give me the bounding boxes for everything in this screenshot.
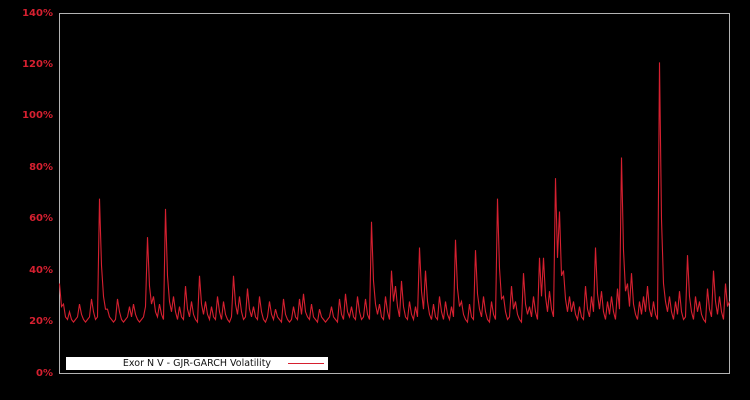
y-tick-label: 140% — [22, 7, 53, 19]
plot-area — [59, 13, 730, 374]
y-tick-label: 60% — [29, 213, 53, 225]
legend: Exor N V - GJR-GARCH Volatility — [66, 357, 328, 370]
y-tick-label: 0% — [36, 367, 53, 379]
y-tick-label: 40% — [29, 264, 53, 276]
y-tick-label: 80% — [29, 161, 53, 173]
y-tick-label: 100% — [22, 110, 53, 122]
y-tick-label: 20% — [29, 316, 53, 328]
legend-label: Exor N V - GJR-GARCH Volatility — [122, 358, 272, 369]
legend-line-sample-icon — [288, 362, 324, 364]
y-tick-label: 120% — [22, 58, 53, 70]
